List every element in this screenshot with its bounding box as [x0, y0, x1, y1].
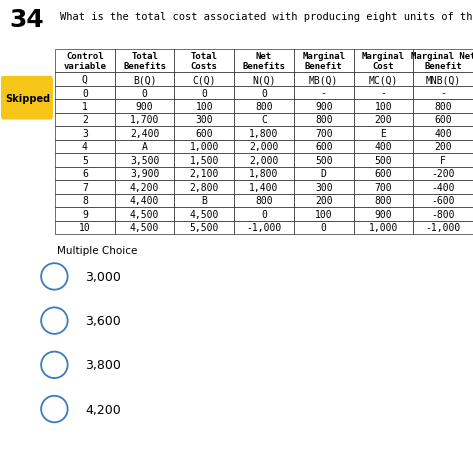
- Text: Multiple Choice: Multiple Choice: [57, 246, 137, 256]
- FancyBboxPatch shape: [1, 77, 52, 120]
- Text: What is the total cost associated with producing eight units of the control vari: What is the total cost associated with p…: [60, 12, 473, 22]
- Text: 3,000: 3,000: [85, 270, 121, 283]
- Bar: [0, 261, 473, 293]
- Text: 4,200: 4,200: [85, 403, 121, 415]
- Text: 3,600: 3,600: [85, 314, 121, 328]
- Text: 3,800: 3,800: [85, 359, 121, 372]
- Bar: [0, 393, 473, 425]
- Text: 34: 34: [9, 8, 44, 32]
- Bar: [0, 305, 473, 337]
- Bar: [0, 349, 473, 381]
- Text: Skipped: Skipped: [5, 93, 50, 103]
